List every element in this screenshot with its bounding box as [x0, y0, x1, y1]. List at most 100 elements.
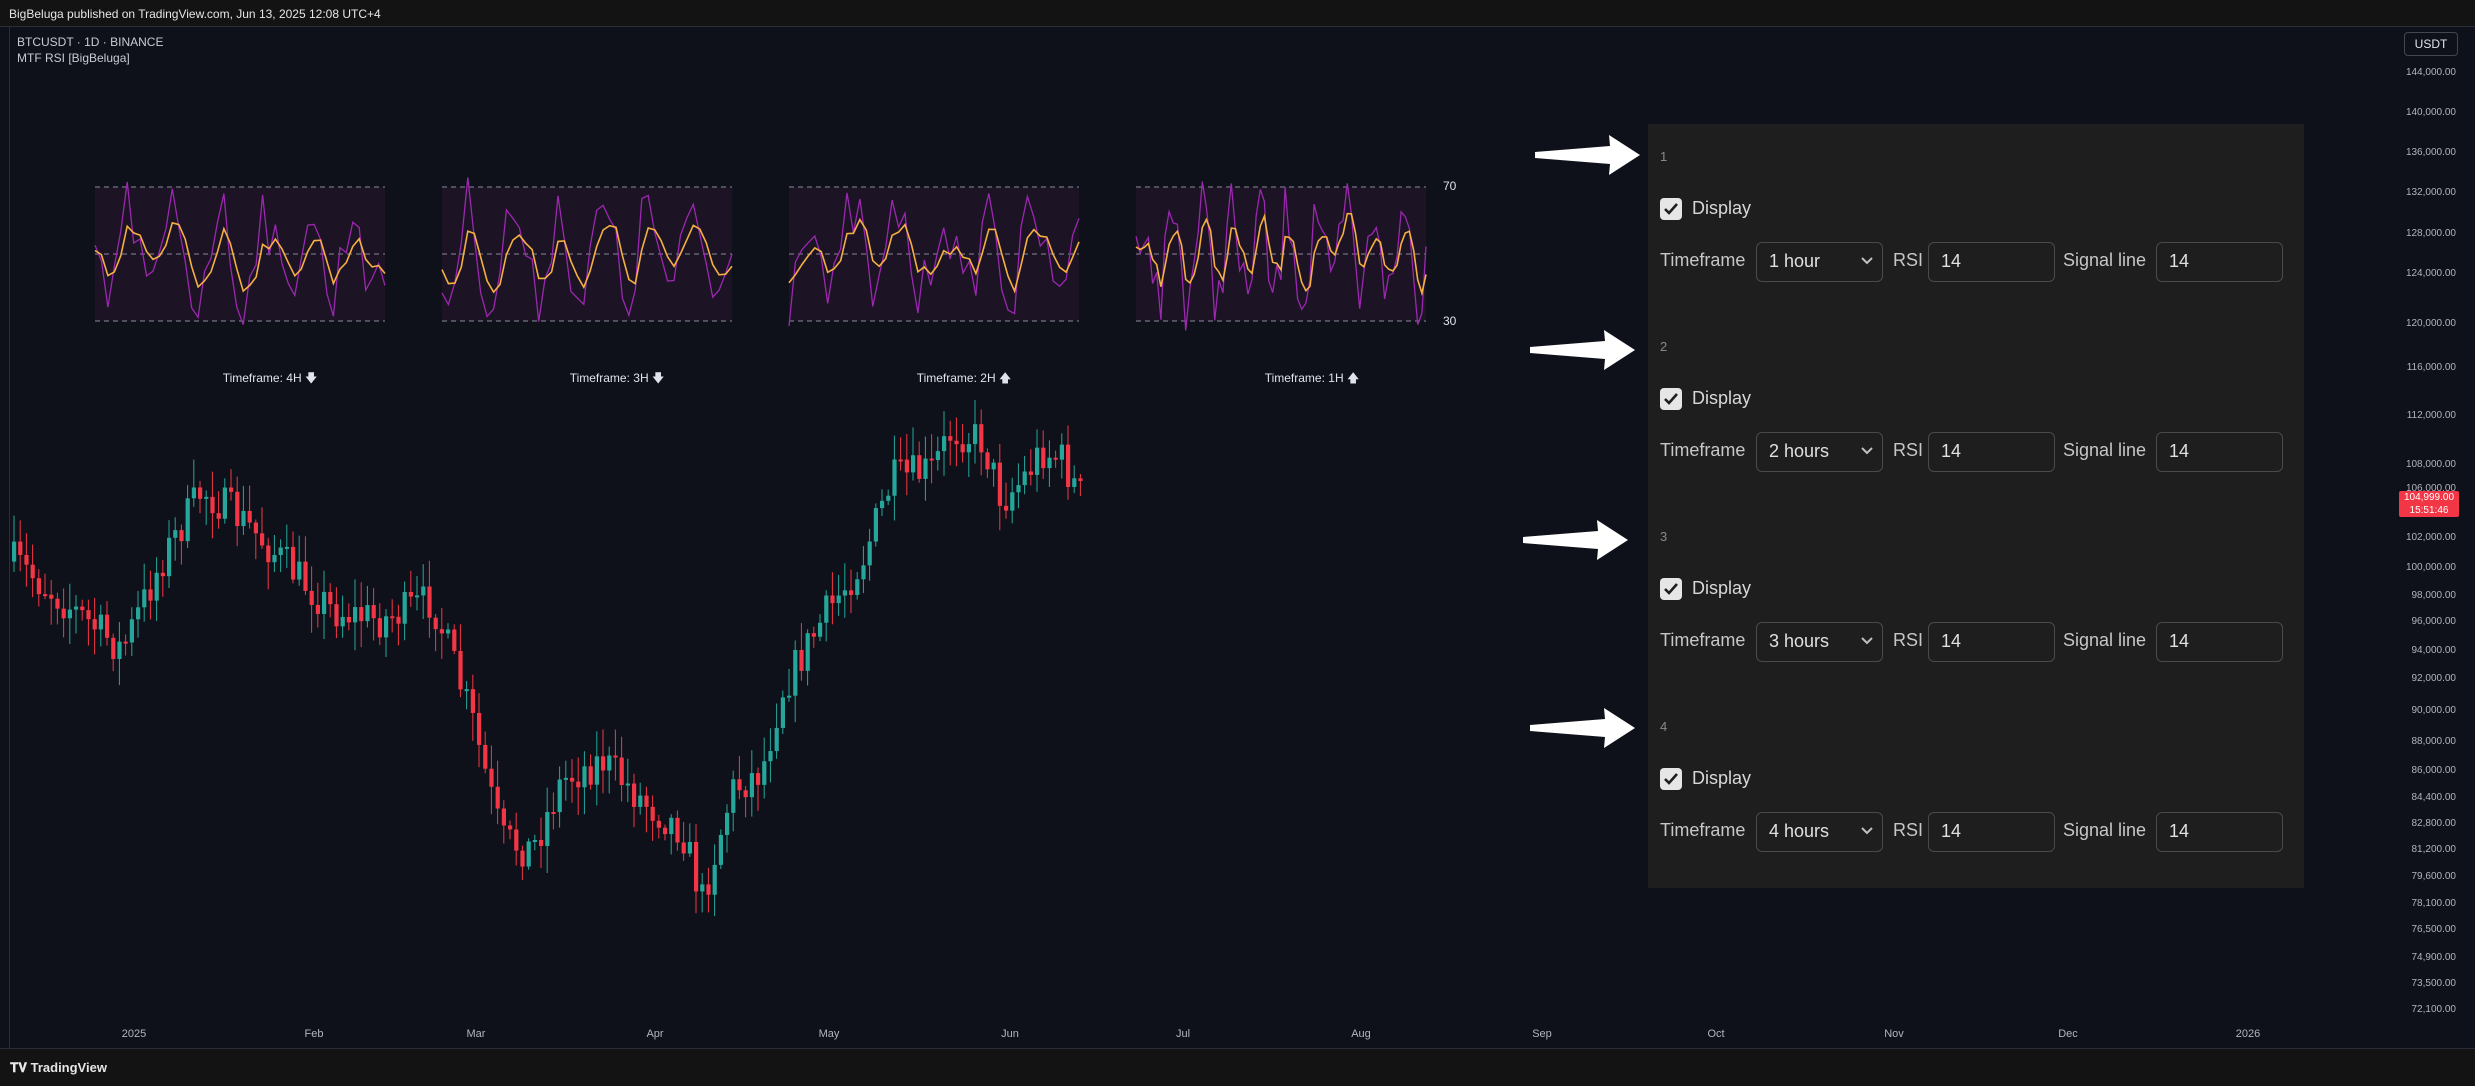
candle — [613, 729, 618, 781]
chart-area[interactable] — [9, 26, 2396, 1048]
candle — [718, 829, 723, 870]
candle — [117, 621, 122, 686]
rsi-length-input[interactable]: 14 — [1928, 242, 2055, 282]
candle — [960, 423, 965, 463]
timeframe-indicator: Timeframe: 2H 🡅 — [917, 369, 1012, 390]
candle — [266, 537, 271, 590]
candle — [408, 570, 413, 607]
candle — [824, 590, 829, 642]
candle — [867, 528, 872, 581]
candle — [229, 469, 234, 501]
candle — [365, 585, 370, 628]
candle — [570, 759, 575, 803]
candle — [464, 681, 469, 710]
display-checkbox[interactable] — [1660, 768, 1682, 790]
annotation-arrow — [1530, 708, 1635, 748]
candle — [359, 582, 364, 648]
candle — [545, 787, 550, 874]
rsi-level-30: 30 — [1443, 314, 1457, 328]
signal-line-input[interactable]: 14 — [2156, 812, 2283, 852]
candle — [793, 640, 798, 723]
price-axis[interactable]: 144,000.00 140,000.00 136,000.00 132,000.00… — [2396, 60, 2475, 1020]
candle — [644, 786, 649, 833]
signal-line-input[interactable]: 14 — [2156, 432, 2283, 472]
settings-group-2: 2 Display Timeframe 2 hours RSI 14 Signa… — [1648, 314, 2304, 504]
candle — [904, 433, 909, 496]
display-label[interactable]: Display — [1692, 578, 1752, 598]
candle — [861, 546, 866, 594]
rsi-panel — [94, 181, 386, 325]
candle — [588, 754, 593, 790]
price-tick: 72,100.00 — [2411, 1004, 2457, 1015]
rsi-length-input[interactable]: 14 — [1928, 432, 2055, 472]
indicator-info[interactable]: MTF RSI [BigBeluga] — [17, 51, 130, 65]
candle — [278, 539, 283, 573]
group-number: 4 — [1660, 719, 1668, 734]
rsi-label: RSI — [1893, 250, 1924, 270]
candle — [539, 817, 544, 869]
timeframe-select[interactable]: 1 hour — [1756, 242, 1883, 282]
display-checkbox[interactable] — [1660, 198, 1682, 220]
rsi-level-70: 70 — [1443, 179, 1457, 193]
annotation-arrow — [1530, 330, 1635, 370]
candle — [743, 785, 748, 818]
candle — [43, 573, 48, 600]
candle — [700, 873, 705, 913]
candle — [1059, 433, 1064, 479]
candle — [737, 755, 742, 800]
display-label[interactable]: Display — [1692, 388, 1752, 408]
timeframe-select[interactable]: 4 hours — [1756, 812, 1883, 852]
display-checkbox[interactable] — [1660, 578, 1682, 600]
price-tick: 81,200.00 — [2411, 844, 2457, 855]
timeframe-select[interactable]: 3 hours — [1756, 622, 1883, 662]
candle — [997, 443, 1002, 531]
candle — [297, 535, 302, 586]
candle — [291, 531, 296, 584]
display-checkbox[interactable] — [1660, 388, 1682, 410]
display-label[interactable]: Display — [1692, 198, 1752, 218]
display-label[interactable]: Display — [1692, 768, 1752, 788]
candle — [886, 489, 891, 506]
price-tick: 100,000.00 — [2405, 562, 2456, 573]
price-tick: 90,000.00 — [2411, 705, 2457, 716]
candlestick-series — [12, 400, 1083, 917]
currency-button[interactable]: USDT — [2404, 32, 2458, 56]
candle — [1010, 477, 1015, 524]
tradingview-logo[interactable]: 𝐓𝐕 TradingView — [10, 1060, 107, 1076]
rsi-line — [1135, 181, 1427, 331]
candle — [935, 436, 940, 471]
candle — [601, 729, 606, 794]
chevron-down-icon — [1861, 447, 1873, 455]
rsi-length-input[interactable]: 14 — [1928, 622, 2055, 662]
candle — [154, 557, 159, 621]
price-tick: 116,000.00 — [2406, 362, 2456, 373]
candle — [61, 588, 66, 638]
candle — [563, 760, 568, 801]
signal-line-input[interactable]: 14 — [2156, 622, 2283, 662]
timeframe-label: Timeframe — [1660, 250, 1746, 270]
candle — [427, 560, 432, 638]
time-tick: May — [818, 1028, 840, 1040]
candle — [694, 824, 699, 914]
timeframe-value: 3 hours — [1769, 631, 1830, 651]
timeframe-select[interactable]: 2 hours — [1756, 432, 1883, 472]
candle — [80, 599, 85, 621]
price-tick: 132,000.00 — [2405, 187, 2456, 198]
time-tick: 2025 — [121, 1028, 147, 1040]
candle — [501, 800, 506, 844]
candle — [284, 524, 289, 569]
candle — [1004, 482, 1009, 519]
candle — [49, 580, 54, 625]
rsi-length-input[interactable]: 14 — [1928, 812, 2055, 852]
signal-line-input[interactable]: 14 — [2156, 242, 2283, 282]
rsi-panels — [94, 177, 1427, 331]
candle — [18, 520, 23, 572]
price-tick: 74,900.00 — [2411, 952, 2457, 963]
price-tick: 84,400.00 — [2411, 792, 2457, 803]
candle — [210, 471, 215, 539]
last-price: 104,999.00 — [2403, 492, 2455, 503]
brand-name: TradingView — [30, 1060, 107, 1075]
group-number: 1 — [1660, 149, 1668, 164]
candle — [439, 608, 444, 659]
symbol-info[interactable]: BTCUSDT · 1D · BINANCE — [17, 35, 164, 49]
